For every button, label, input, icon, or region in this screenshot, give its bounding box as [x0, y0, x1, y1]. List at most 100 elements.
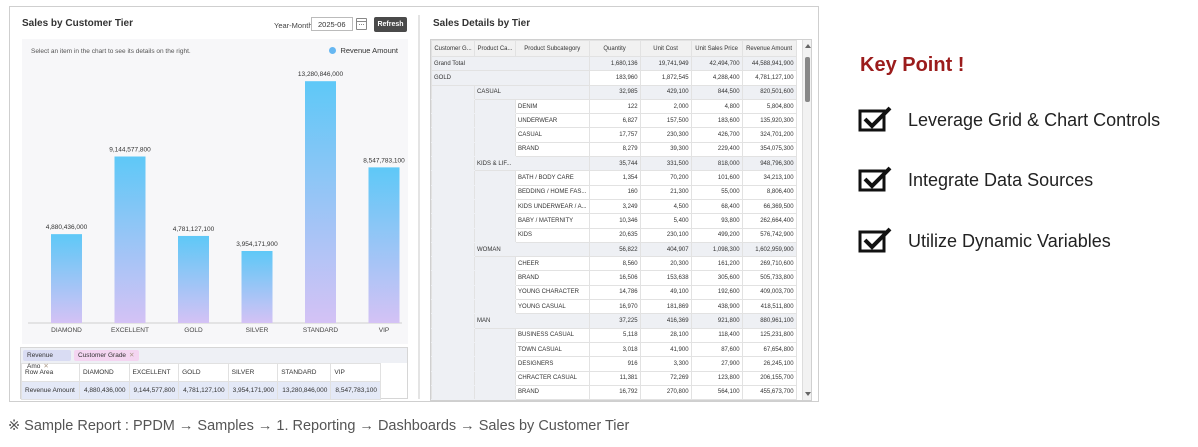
bar-silver[interactable]	[241, 251, 273, 323]
grid-cell: 324,701,200	[741, 127, 797, 143]
details-grid: Customer G... Product Ca... Product Subcat…	[430, 39, 812, 401]
bar-standard[interactable]	[305, 81, 336, 323]
grid-column-header[interactable]: Quantity	[588, 40, 641, 57]
pivot-table: Row Area DIAMOND EXCELLENT GOLD SILVER STANDA…	[21, 363, 381, 400]
scroll-up-icon[interactable]	[805, 44, 811, 48]
calendar-icon[interactable]	[356, 18, 367, 30]
grid-cell: 11,381	[588, 370, 641, 386]
grid-column-header[interactable]: Product Ca...	[474, 40, 516, 57]
grid-blank-cell	[474, 384, 516, 400]
grid-column-header[interactable]: Unit Cost	[639, 40, 692, 57]
grid-row[interactable]: KIDS UNDERWEAR / A... 3,249 4,500 68,400 66,…	[431, 198, 797, 215]
refresh-button[interactable]: Refresh	[374, 17, 407, 32]
pivot-value-cell: 4,781,127,100	[178, 381, 229, 400]
grid-cell: BUSINESS CASUAL	[515, 327, 590, 343]
grid-cell: 5,804,800	[741, 98, 797, 115]
grid-row[interactable]: UNDERWEAR 6,827 157,500 183,600 135,920,300	[431, 113, 797, 129]
grid-cell: 16,792	[588, 384, 641, 400]
grid-row[interactable]: BUSINESS CASUAL 5,118 28,100 118,400 125,231…	[431, 327, 797, 343]
grid-row[interactable]: CASUAL 17,757 230,300 426,700 324,701,200	[431, 127, 797, 143]
grid-cell: 3,300	[639, 356, 692, 372]
grid-row[interactable]: KIDS 20,635 230,100 499,200 576,742,900	[431, 227, 797, 243]
pivot-summary: Revenue Amo ✕ Customer Grade ✕ Row Area DIA…	[20, 347, 408, 400]
scroll-thumb[interactable]	[805, 57, 810, 102]
chip-revenue-label: Revenue Amo	[27, 352, 54, 370]
grid-row[interactable]: CHEER 8,560 20,300 161,200 269,710,600	[431, 256, 797, 272]
key-point-title: Key Point !	[860, 54, 965, 76]
grid-blank-cell	[431, 227, 475, 243]
grid-cell: 818,000	[690, 156, 743, 172]
grid-row[interactable]: BRAND 8,279 39,300 229,400 354,075,300	[431, 141, 797, 158]
grid-row[interactable]: TOWN CASUAL 3,018 41,900 87,600 67,654,800	[431, 341, 797, 358]
grid-row[interactable]: YOUNG CASUAL 16,970 181,869 438,900 418,511,…	[431, 299, 797, 315]
grid-cell: CASUAL	[515, 127, 590, 143]
grid-cell: 181,869	[639, 299, 692, 315]
grid-cell: 229,400	[690, 141, 743, 158]
grid-cell: 2,000	[639, 98, 692, 115]
panel-divider[interactable]	[418, 15, 420, 399]
chip-close-icon[interactable]: ✕	[129, 352, 135, 359]
bar-gold[interactable]	[178, 235, 209, 323]
grid-cell: 820,501,600	[741, 84, 797, 100]
bar-diamond[interactable]	[51, 234, 82, 323]
bar-vip[interactable]	[368, 167, 400, 323]
grid-cell: 5,400	[639, 213, 692, 229]
grid-row[interactable]: YOUNG CHARACTER 14,786 49,100 192,600 409,00…	[431, 284, 797, 301]
grid-cell: 16,970	[588, 299, 641, 315]
year-month-input[interactable]: 2025-06	[311, 17, 353, 31]
grid-cell: 505,733,800	[741, 270, 797, 286]
grid-row[interactable]: CASUAL 32,985 429,100 844,500 820,501,600	[431, 84, 797, 100]
grid-cell: 66,369,500	[741, 198, 797, 215]
grid-cell: 135,920,300	[741, 113, 797, 129]
grid-row[interactable]: BEDDING / HOME FAS... 160 21,300 55,000 8,80…	[431, 184, 797, 200]
grid-row[interactable]: Grand Total 1,680,136 19,741,949 42,494,700…	[431, 55, 797, 72]
left-panel-title: Sales by Customer Tier	[22, 18, 133, 29]
grid-cell: 3,249	[588, 198, 641, 215]
grid-cell: 3,018	[588, 341, 641, 358]
grid-cell: BABY / MATERNITY	[515, 213, 590, 229]
bar-excellent[interactable]	[114, 156, 146, 323]
grid-cell: 10,346	[588, 213, 641, 229]
grid-row[interactable]: BRAND 16,792 270,800 564,100 455,673,700	[431, 384, 797, 400]
grid-cell: 56,822	[588, 241, 641, 258]
chart-legend[interactable]: Revenue Amount	[329, 46, 398, 55]
grid-row[interactable]: BRAND 16,506 153,638 305,600 505,733,800	[431, 270, 797, 286]
grid-row[interactable]: BATH / BODY CARE 1,354 70,200 101,600 34,213…	[431, 170, 797, 186]
grid-blank-cell	[431, 327, 475, 343]
grid-cell: 19,741,949	[639, 55, 692, 72]
grid-cell: 921,800	[690, 313, 743, 329]
grid-blank-cell	[431, 113, 475, 129]
grid-row[interactable]: DESIGNERS 916 3,300 27,900 26,245,100	[431, 356, 797, 372]
grid-cell: BATH / BODY CARE	[515, 170, 590, 186]
grid-blank-cell	[474, 113, 516, 129]
grid-blank-cell	[431, 284, 475, 301]
grid-cell: 55,000	[690, 184, 743, 200]
grid-blank-cell	[431, 170, 475, 186]
scroll-down-icon[interactable]	[805, 392, 811, 396]
grid-cell: 20,300	[639, 256, 692, 272]
vertical-scrollbar[interactable]	[802, 40, 811, 400]
grid-row[interactable]: DENIM 122 2,000 4,800 5,804,800	[431, 98, 797, 115]
grid-cell: 153,638	[639, 270, 692, 286]
grid-column-header[interactable]: Product Subcategory	[515, 40, 590, 57]
grid-row[interactable]: BABY / MATERNITY 10,346 5,400 93,800 262,664…	[431, 213, 797, 229]
chip-close-icon[interactable]: ✕	[43, 363, 49, 370]
grid-cell: 418,511,800	[741, 299, 797, 315]
chip-customer-grade[interactable]: Customer Grade ✕	[74, 350, 139, 361]
grid-cell: 4,800	[690, 98, 743, 115]
grid-row[interactable]: WOMAN 56,822 404,907 1,098,300 1,602,959,900	[431, 241, 797, 258]
grid-column-header[interactable]: Unit Sales Price	[690, 40, 743, 57]
grid-column-header[interactable]: Revenue Amount	[741, 40, 797, 57]
grid-row[interactable]: MAN 37,225 416,369 921,800 880,961,100	[431, 313, 797, 329]
grid-row[interactable]: GOLD 183,960 1,872,545 4,288,400 4,781,127,1…	[431, 70, 797, 86]
grid-cell: 68,400	[690, 198, 743, 215]
chip-revenue-amount[interactable]: Revenue Amo ✕	[23, 350, 71, 370]
grid-blank-cell	[474, 327, 516, 343]
grid-column-header[interactable]: Customer G...	[431, 40, 475, 57]
checkbox-check-icon	[858, 227, 892, 253]
pivot-header-cell: GOLD	[178, 363, 229, 382]
grid-cell: 101,600	[690, 170, 743, 186]
grid-row[interactable]: KIDS & LIF... 35,744 331,500 818,000 948,796…	[431, 156, 797, 172]
grid-row[interactable]: CHRACTER CASUAL 11,381 72,269 123,800 206,15…	[431, 370, 797, 386]
year-month-label: Year-Month	[274, 21, 313, 30]
